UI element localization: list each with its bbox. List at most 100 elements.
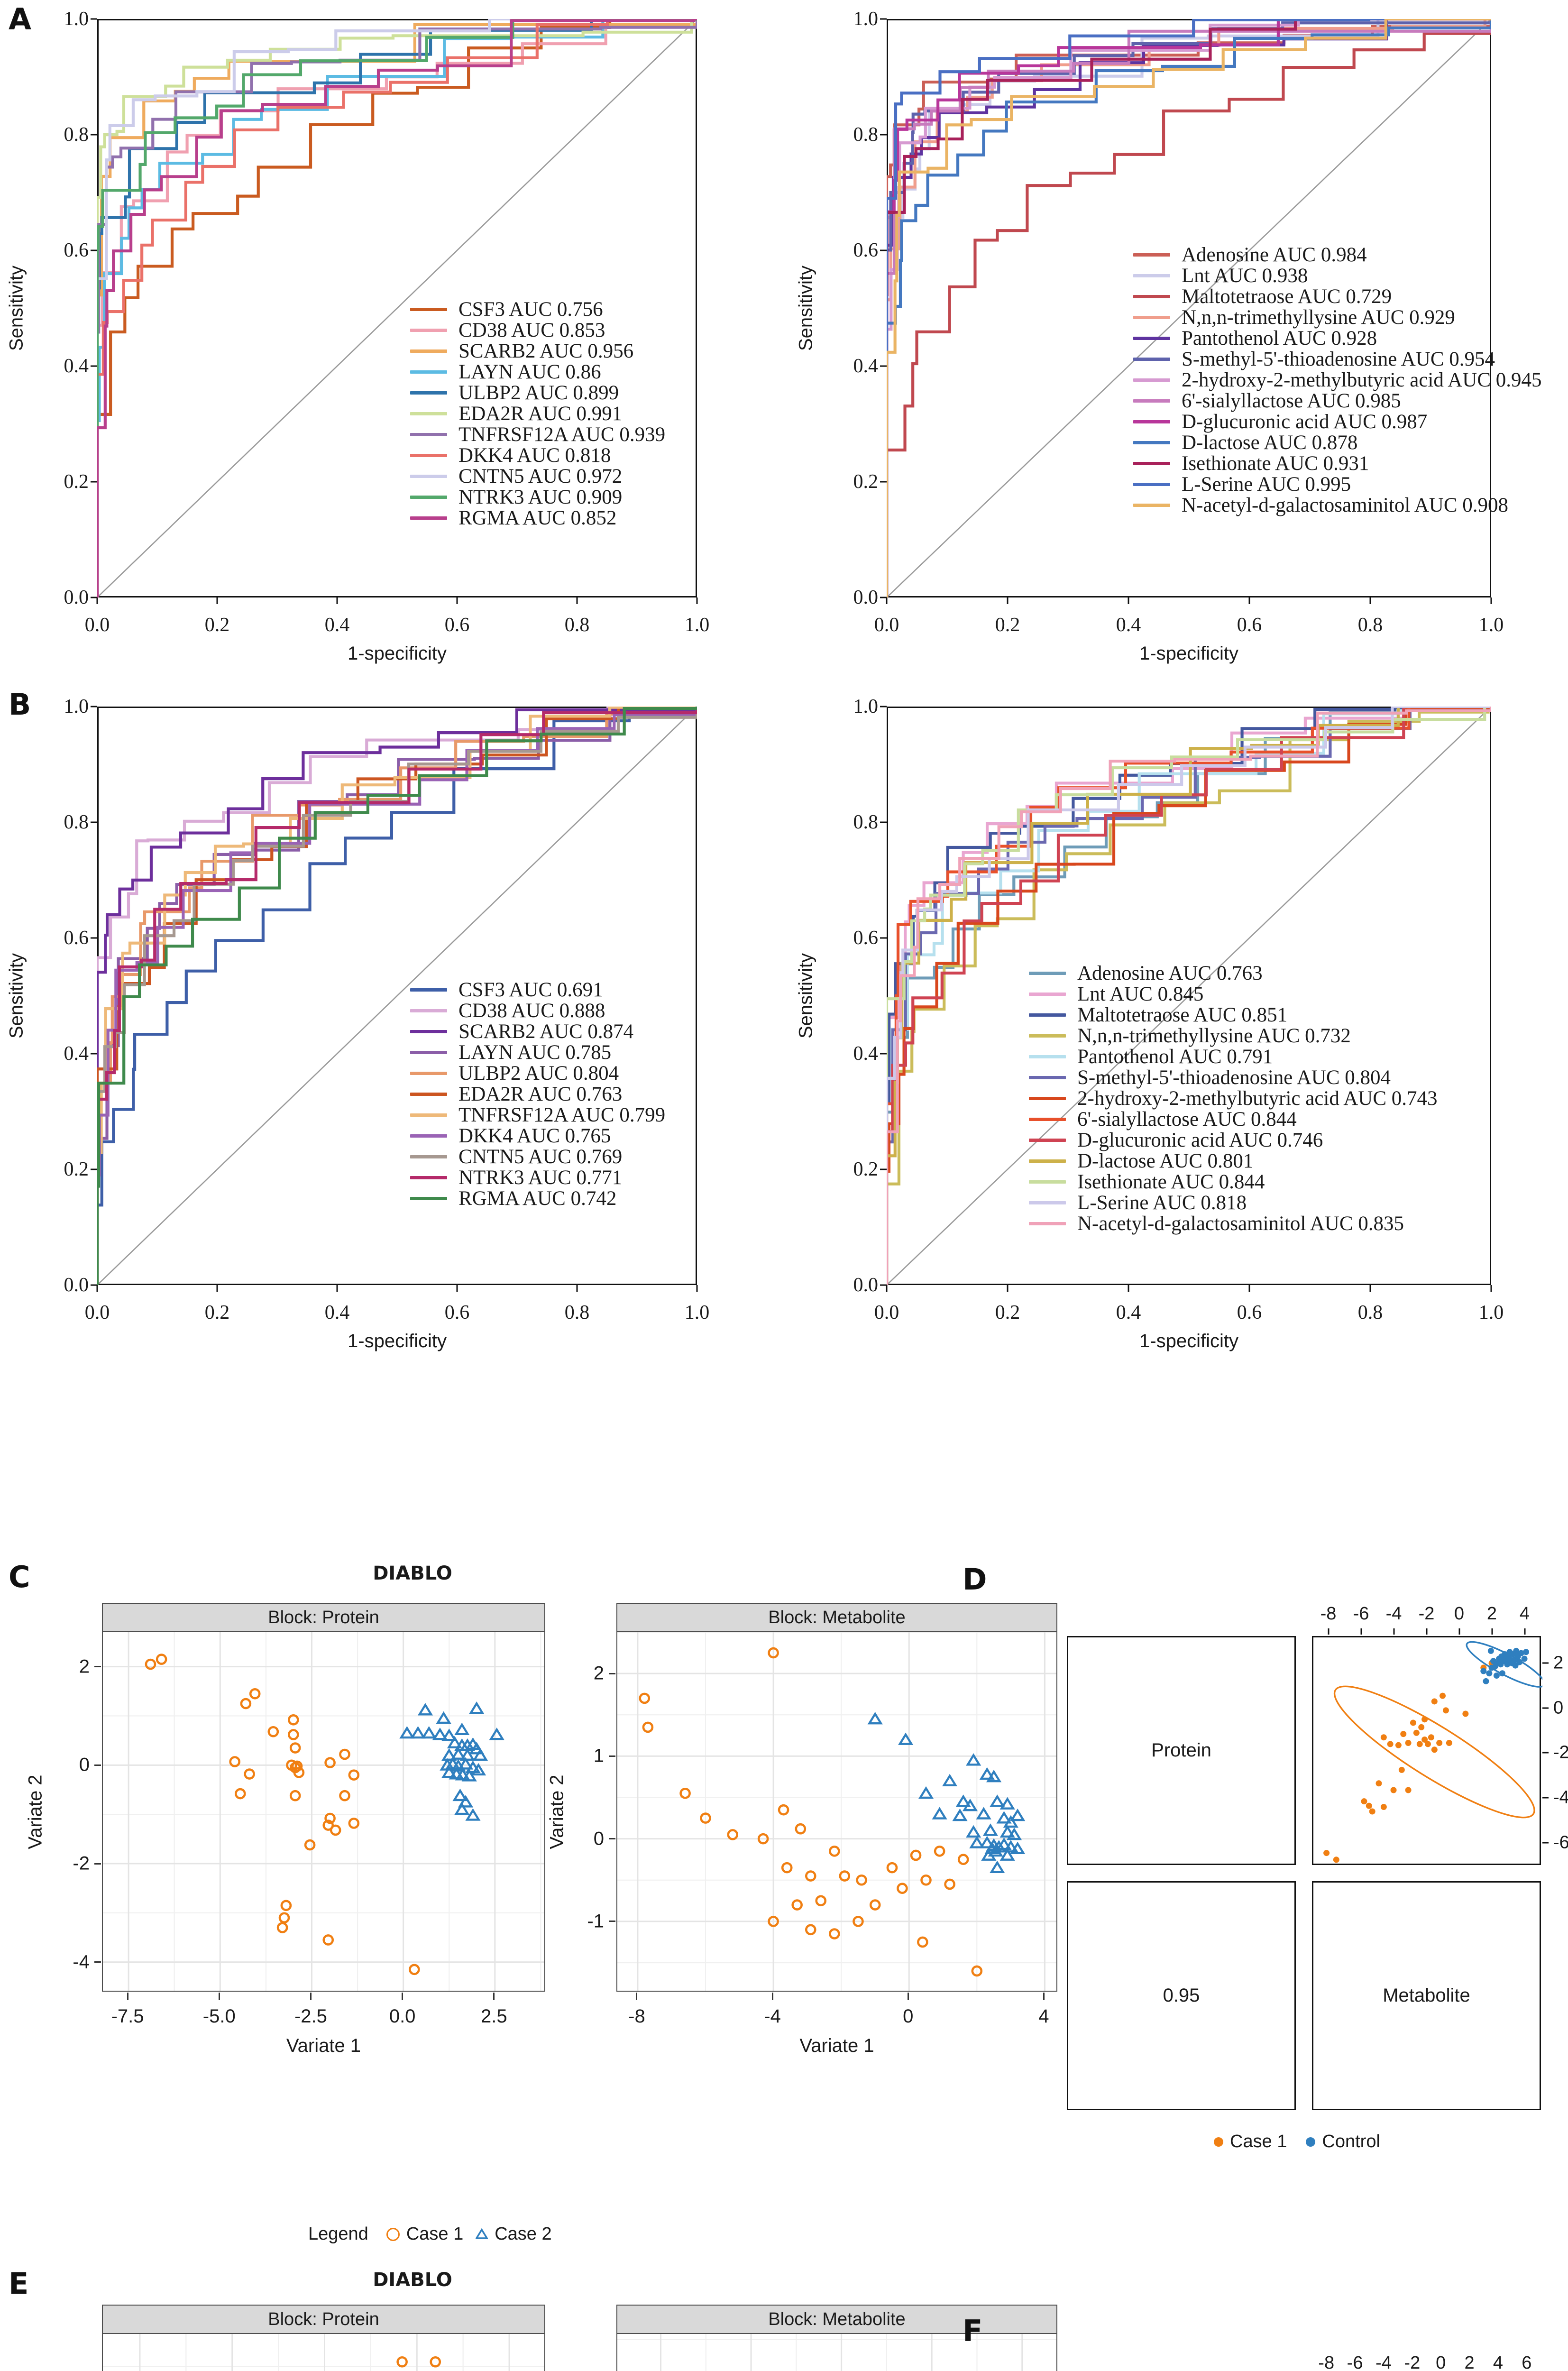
x-tick-label: 0.0: [84, 1302, 110, 1323]
scatter-marker-circle: [920, 1874, 932, 1886]
roc-curve-l-serine: [887, 707, 1491, 1285]
scatter-marker-triangle: [966, 1825, 981, 1838]
corr-x-tick-label: 2: [1486, 1604, 1497, 1624]
y-tick-label: 1.0: [64, 696, 89, 717]
panel-letter-a: A: [9, 2, 31, 37]
roc-curves: [97, 19, 697, 597]
corr-x-tick-label: -4: [1385, 1604, 1402, 1624]
axis-title-variate1: Variate 1: [799, 2035, 874, 2056]
scatter-marker-circle: [910, 1849, 922, 1861]
x-tick: [96, 597, 98, 604]
scatter-marker-circle: [897, 1883, 908, 1894]
x-tick: [1369, 597, 1371, 604]
block-panel: [102, 1632, 545, 1992]
corr-point: [1431, 1698, 1438, 1705]
x-tick: [576, 597, 578, 604]
y-tick: [880, 1053, 887, 1055]
y-tick: [880, 1168, 887, 1170]
scatter-marker-triangle: [990, 1794, 1005, 1807]
x-tick-label: 0.0: [874, 614, 899, 636]
scatter-marker-circle: [267, 1726, 279, 1737]
scatter-marker-circle: [396, 2356, 408, 2368]
scatter-marker-circle: [805, 1870, 816, 1882]
roc-legend: CSF3 AUC 0.691 CD38 AUC 0.888 SCARB2 AUC 0…: [410, 979, 665, 1209]
legend-swatch-cd38: [410, 1009, 447, 1012]
panel-letter-c: C: [9, 1560, 30, 1594]
scatter-marker-circle: [829, 1845, 840, 1857]
scatter-marker-triangle: [472, 1748, 488, 1761]
corr-point: [1512, 1662, 1519, 1669]
dot-marker-icon: [1306, 2137, 1316, 2147]
legend-label: CSF3 AUC 0.691: [458, 978, 603, 1001]
x-tick: [336, 1285, 338, 1292]
axis-title-sensitivity: Sensitivity: [795, 265, 816, 351]
legend-row: TNFRSF12A AUC 0.939: [410, 424, 665, 445]
legend-label: D-lactose AUC 0.801: [1077, 1149, 1254, 1172]
legend-label: CSF3 AUC 0.756: [458, 298, 603, 321]
scatter-marker-triangle: [470, 1763, 486, 1776]
y-tick: [91, 597, 97, 598]
scatter-marker-circle: [240, 1698, 252, 1709]
y-tick: [609, 1673, 615, 1674]
corr-x-tick: [1328, 1628, 1329, 1635]
y-tick: [880, 481, 887, 483]
legend-label: 6'-sialyllactose AUC 0.844: [1077, 1108, 1297, 1130]
legend-swatch-2-hydroxy-2-methylbutyric-acid: [1029, 1096, 1066, 1100]
scatter-marker-circle: [639, 1692, 651, 1704]
legend-swatch-tnfrsf12a: [410, 1113, 447, 1117]
x-tick-label: 0.0: [389, 2006, 416, 2027]
x-tick: [1043, 1993, 1045, 2000]
legend-label: N,n,n-trimethyllysine AUC 0.732: [1077, 1024, 1351, 1047]
corr-cell-protein: Protein: [1067, 1636, 1296, 1865]
scatter-marker-triangle: [417, 1703, 433, 1716]
scatter-marker-triangle: [465, 1760, 481, 1773]
corr-x-tick: [1360, 1628, 1362, 1635]
scatter-marker-circle: [324, 1812, 336, 1824]
roc-curve-csf3: [97, 707, 697, 1285]
y-tick-label: 0.6: [64, 239, 89, 261]
legend-item-label: Case 1: [406, 2224, 464, 2244]
y-tick: [91, 249, 97, 251]
y-tick: [880, 1284, 887, 1286]
roc-curve-eda2r: [97, 19, 697, 597]
legend-label: ULBP2 AUC 0.899: [458, 381, 619, 404]
roc-curve-maltotetraose: [887, 19, 1491, 597]
x-tick-label: 0.8: [564, 614, 590, 636]
x-tick-label: 0.0: [874, 1302, 899, 1323]
corr-point: [1405, 1740, 1412, 1746]
scatter-marker-triangle: [981, 1848, 997, 1861]
y-tick-label: 0.2: [64, 471, 89, 493]
roc-curves: [97, 707, 697, 1285]
y-tick: [94, 1764, 101, 1766]
scatter-marker-triangle: [918, 1786, 934, 1799]
legend-label: Lnt AUC 0.845: [1077, 983, 1204, 1005]
x-tick: [336, 597, 338, 604]
legend-row: S-methyl-5'-thioadenosine AUC 0.954: [1133, 349, 1542, 369]
x-tick: [886, 1285, 888, 1292]
scatter-marker-circle: [339, 1748, 350, 1760]
axis-title-variate2: Variate 2: [25, 1774, 46, 1849]
legend-swatch-cntn5: [410, 1155, 447, 1158]
scatter-marker-triangle: [441, 1765, 457, 1778]
x-tick-label: 0.4: [1116, 614, 1141, 636]
corr-point: [1390, 1787, 1397, 1793]
legend-row: CSF3 AUC 0.756: [410, 299, 665, 320]
corr-y-tick-label: -2: [1553, 1742, 1568, 1763]
y-tick-label: 0.4: [64, 1043, 89, 1065]
legend-swatch-d-lactose: [1133, 441, 1170, 444]
x-tick: [1007, 597, 1009, 604]
roc-plot-panelB_protein: 0.0 0.2 0.4 0.6 0.8 1.0 0.0 0.2 0.4 0.6 0.8 1.0 Sens…: [6, 696, 710, 1351]
legend-swatch-n-n-n-trimethyllysine: [1029, 1034, 1066, 1038]
legend-swatch-6-sialyllactose: [1133, 399, 1170, 403]
scatter-marker-circle: [348, 1769, 360, 1781]
panel-letter-e: E: [9, 2266, 29, 2301]
legend-row: Isethionate AUC 0.844: [1029, 1171, 1438, 1192]
roc-plot-panelA_metabolite: 0.0 0.2 0.4 0.6 0.8 1.0 0.0 0.2 0.4 0.6 0.8 1.0 Sens…: [796, 8, 1542, 664]
scatter-marker-circle: [700, 1812, 711, 1824]
legend-swatch-dkk4: [410, 1134, 447, 1138]
diablo-title-e: DIABLO: [373, 2269, 452, 2291]
legend-label: CD38 AUC 0.853: [458, 319, 605, 341]
corr-point: [1483, 1678, 1489, 1684]
x-tick-label: 0.6: [444, 1302, 470, 1323]
y-tick-label: 1.0: [853, 8, 879, 30]
